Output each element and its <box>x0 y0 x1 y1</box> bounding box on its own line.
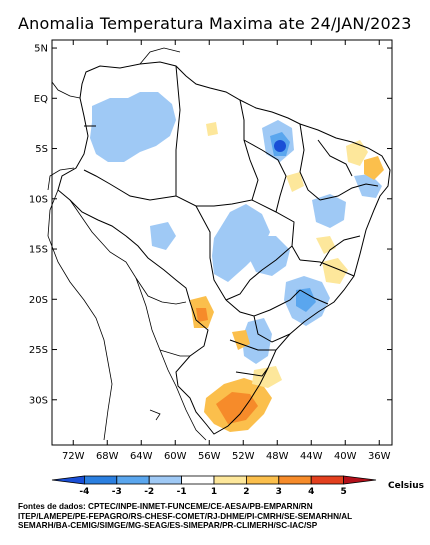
colorbar-swatch <box>213 475 247 485</box>
colorbar-swatch <box>84 475 118 485</box>
anomaly-patch-mg-warm <box>322 258 348 284</box>
colorbar-swatch <box>181 475 215 485</box>
colorbar: -4 -3 -2 -1 1 2 3 4 5 Celsius <box>51 475 424 497</box>
anomaly-patch-rs-hot <box>216 392 258 424</box>
lon-tick-label: 36W <box>368 451 391 462</box>
anomaly-patch-ba-warm <box>316 236 336 254</box>
anomaly-patch-parana-cool <box>242 318 272 364</box>
lon-tick-label: 40W <box>334 451 357 462</box>
lon-tick-label: 52W <box>232 451 255 462</box>
anomaly-patch-amazonas-cool <box>90 92 176 162</box>
anomaly-patch-ne-hot <box>364 156 384 180</box>
colorbar-swatch <box>343 475 377 485</box>
anomaly-patch-ms-hot <box>196 308 208 322</box>
credits-line-1: Fontes de dados: CPTEC/INPE-INMET-FUNCEM… <box>18 502 313 511</box>
colorbar-tick-label: -3 <box>112 487 122 497</box>
lon-tick-label: 68W <box>96 451 119 462</box>
colorbar-tick-label: 2 <box>243 487 249 497</box>
anomaly-patch-pr-warm <box>232 330 250 350</box>
anomaly-patch-sc-warm <box>252 366 282 388</box>
colorbar-swatch <box>245 475 280 485</box>
lat-tick-label: EQ <box>34 94 48 105</box>
colorbar-tick-label: -1 <box>177 487 187 497</box>
anomaly-patch-ne-warm <box>346 140 368 166</box>
anomaly-patch-bahia-cool <box>312 194 346 228</box>
colorbar-tick-label: 1 <box>211 487 217 497</box>
colorbar-tick-label: 4 <box>308 487 314 497</box>
map-frame <box>51 39 393 446</box>
lat-tick-label: 30S <box>29 395 48 406</box>
lat-tick-label: 5S <box>35 144 48 155</box>
lat-tick-label: 10S <box>29 194 48 205</box>
lat-tick-label: 15S <box>29 245 48 256</box>
map-title: Anomalia Temperatura Maxima ate 24/JAN/2… <box>18 14 412 33</box>
colorbar-tick-label: 3 <box>276 487 282 497</box>
colorbar-swatch <box>116 475 150 485</box>
colorbar-tick-label: -4 <box>79 487 89 497</box>
colorbar-labels: -4 -3 -2 -1 1 2 3 4 5 <box>79 487 346 497</box>
colorbar-tick-label: -2 <box>144 487 154 497</box>
anomaly-patches-cold <box>90 92 382 364</box>
colorbar-swatch <box>148 475 182 485</box>
lon-tick-label: 60W <box>164 451 187 462</box>
anomaly-patch-ne-coast-cool <box>354 174 382 198</box>
lon-tick-label: 48W <box>266 451 289 462</box>
anomaly-patches-warm <box>190 122 384 432</box>
lon-tick-label: 64W <box>130 451 153 462</box>
colorbar-swatch <box>278 475 312 485</box>
credits-line-3: SEMARH/BA-CEMIG/SIMGE/MG-SEAG/ES-SIMEPAR… <box>18 521 318 530</box>
colorbar-boxes <box>51 475 377 485</box>
lon-tick-label: 72W <box>62 451 85 462</box>
latitude-ticks: 5N EQ 5S 10S 15S 20S 25S 30S <box>29 44 392 406</box>
longitude-ticks: 72W 68W 64W 60W 56W 52W 48W 44W 40W 36W <box>62 40 391 462</box>
anomaly-patch-goias-cool <box>248 236 290 276</box>
colorbar-swatch <box>51 475 85 485</box>
lon-tick-label: 56W <box>198 451 221 462</box>
anomaly-patch-mg-strong <box>296 288 316 312</box>
lat-tick-label: 5N <box>34 44 48 55</box>
colorbar-tick-label: 5 <box>340 487 346 497</box>
colorbar-swatch <box>310 475 345 485</box>
credits-line-2: ITEP/LAMEPE/PE-FEPAGRO/RS-CHESF-COMET/RJ… <box>18 511 353 521</box>
anomaly-patch-mato-grosso-cool <box>212 204 270 282</box>
anomaly-patch-rondonia-cool <box>150 222 176 250</box>
lon-tick-label: 44W <box>300 451 323 462</box>
anomaly-patch-ma-warm <box>286 172 304 192</box>
colorbar-unit-label: Celsius <box>388 481 424 491</box>
anomaly-patch-para-core <box>274 140 286 152</box>
lat-tick-label: 20S <box>29 295 48 306</box>
neighbor-countries-outline <box>47 47 207 441</box>
brazil-outline <box>57 61 391 435</box>
anomaly-patch-pa-warm <box>206 122 218 136</box>
data-sources-credits: Fontes de dados: CPTEC/INPE-INMET-FUNCEM… <box>18 502 428 531</box>
lat-tick-label: 25S <box>29 345 48 356</box>
